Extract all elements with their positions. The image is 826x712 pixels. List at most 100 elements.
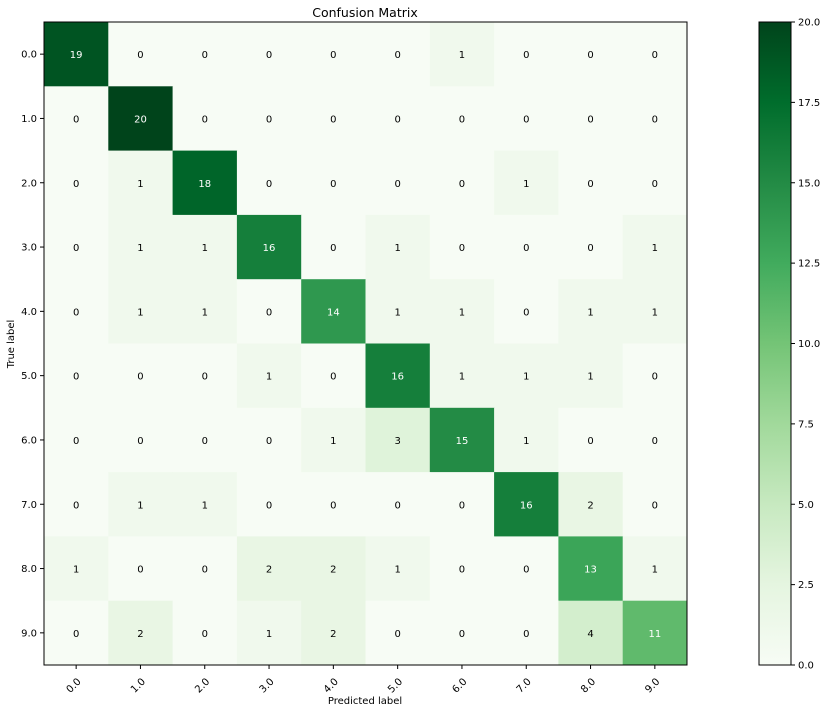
heatmap-cell	[108, 600, 174, 666]
cell-value-label: 0	[73, 500, 79, 511]
cell-value-label: 2	[266, 565, 272, 576]
heatmap-cell	[365, 22, 431, 87]
x-tick-label: 6.0	[450, 676, 469, 695]
cell-value-label: 0	[266, 114, 272, 125]
cell-value-label: 0	[587, 179, 593, 190]
cell-value-label: 2	[330, 565, 336, 576]
cell-value-label: 0	[137, 436, 143, 447]
heatmap-cell	[44, 150, 109, 216]
heatmap-cell	[108, 150, 174, 216]
cell-value-label: 0	[73, 179, 79, 190]
heatmap-cell	[558, 343, 624, 409]
cell-value-label: 18	[198, 179, 211, 190]
heatmap-cell	[558, 214, 624, 280]
x-axis-ticks: 0.0 1.0 2.0 3.0 4.0 5.0 6.0 7.0 8.0 9.0	[65, 665, 662, 695]
cell-value-label: 0	[330, 179, 336, 190]
cell-value-label: 1	[266, 372, 272, 383]
y-tick-label: 0.0	[21, 50, 37, 61]
y-tick-label: 3.0	[21, 243, 37, 254]
cell-value-label: 16	[520, 500, 533, 511]
cell-value-label: 0	[137, 565, 143, 576]
cell-value-label: 1	[394, 307, 400, 318]
cell-value-label: 0	[394, 114, 400, 125]
heatmap-cell	[429, 214, 495, 280]
heatmap-cell	[108, 279, 174, 344]
cell-value-label: 1	[202, 500, 208, 511]
heatmap-cell	[108, 343, 174, 409]
y-tick-label: 4.0	[21, 307, 37, 318]
heatmap-cell	[236, 150, 302, 216]
heatmap-cell	[301, 86, 366, 152]
y-tick-label: 9.0	[21, 628, 37, 639]
cell-value-label: 0	[652, 500, 658, 511]
cell-value-label: 0	[202, 372, 208, 383]
heatmap-cell	[429, 150, 495, 216]
x-tick-label: 2.0	[193, 676, 212, 695]
cell-value-label: 1	[394, 565, 400, 576]
heatmap-cell	[494, 279, 559, 344]
heatmap-cell	[301, 150, 366, 216]
cell-value-label: 3	[394, 436, 400, 447]
heatmap-cell	[558, 150, 624, 216]
cell-value-label: 1	[137, 307, 143, 318]
colorbar-tick-label: 2.5	[798, 580, 814, 591]
heatmap-cell	[365, 343, 431, 409]
cell-value-label: 0	[330, 50, 336, 61]
colorbar-tick-label: 5.0	[798, 500, 814, 511]
cell-value-label: 0	[266, 500, 272, 511]
cell-value-label: 1	[587, 307, 593, 318]
colorbar-tick-label: 0.0	[798, 661, 814, 672]
cell-value-label: 1	[652, 243, 658, 254]
heatmap-cell	[622, 472, 688, 537]
heatmap-cell	[172, 214, 238, 280]
heatmap-cell	[622, 536, 688, 602]
cell-value-label: 0	[330, 500, 336, 511]
heatmap-cell	[172, 536, 238, 602]
cell-value-label: 0	[523, 243, 529, 254]
cell-value-label: 2	[587, 500, 593, 511]
cell-value-label: 0	[73, 114, 79, 125]
heatmap-cell	[172, 86, 238, 152]
heatmap-cell	[172, 22, 238, 87]
heatmap-cell	[558, 600, 624, 666]
heatmap-cell	[494, 536, 559, 602]
cell-value-label: 4	[587, 629, 593, 640]
cell-value-label: 1	[652, 565, 658, 576]
heatmap-cell	[622, 407, 688, 473]
cell-value-label: 1	[330, 436, 336, 447]
colorbar-tick-label: 7.5	[798, 419, 814, 430]
heatmap-cell	[558, 536, 624, 602]
cell-value-label: 1	[137, 500, 143, 511]
heatmap-cell	[172, 150, 238, 216]
y-axis-ticks: 0.0 1.0 2.0 3.0 4.0 5.0 6.0 7.0 8.0 9.0	[21, 50, 44, 639]
cell-value-label: 1	[459, 372, 465, 383]
cell-value-label: 0	[73, 372, 79, 383]
cell-value-label: 0	[394, 50, 400, 61]
y-tick-label: 2.0	[21, 178, 37, 189]
cell-value-label: 1	[266, 629, 272, 640]
cell-value-label: 1	[394, 243, 400, 254]
y-axis-label: True label	[6, 320, 17, 370]
heatmap-cell	[494, 150, 559, 216]
heatmap-cell	[622, 214, 688, 280]
heatmap-cell	[429, 536, 495, 602]
cell-value-label: 1	[523, 436, 529, 447]
heatmap-cell	[172, 472, 238, 537]
heatmap-cell	[236, 279, 302, 344]
heatmap-cell	[108, 214, 174, 280]
cell-value-label: 0	[523, 50, 529, 61]
cell-value-label: 2	[137, 629, 143, 640]
heatmap-cell	[494, 600, 559, 666]
cell-value-label: 0	[459, 500, 465, 511]
heatmap-cell	[301, 279, 366, 344]
cell-value-label: 0	[266, 179, 272, 190]
cell-value-label: 0	[202, 50, 208, 61]
y-tick-label: 5.0	[21, 371, 37, 382]
colorbar-tick-label: 12.5	[798, 259, 820, 270]
cell-value-label: 0	[137, 372, 143, 383]
cell-value-labels: 19 0 0 0 0 0 1 0 0 00 20 0 0 0 0 0 0 0 00 1 18 0 0 0 0 1 0 00 1 1 16 0 1…	[70, 50, 661, 640]
heatmap-cell	[429, 343, 495, 409]
heatmap-cell	[44, 600, 109, 666]
cell-value-label: 1	[587, 372, 593, 383]
cell-value-label: 0	[459, 114, 465, 125]
